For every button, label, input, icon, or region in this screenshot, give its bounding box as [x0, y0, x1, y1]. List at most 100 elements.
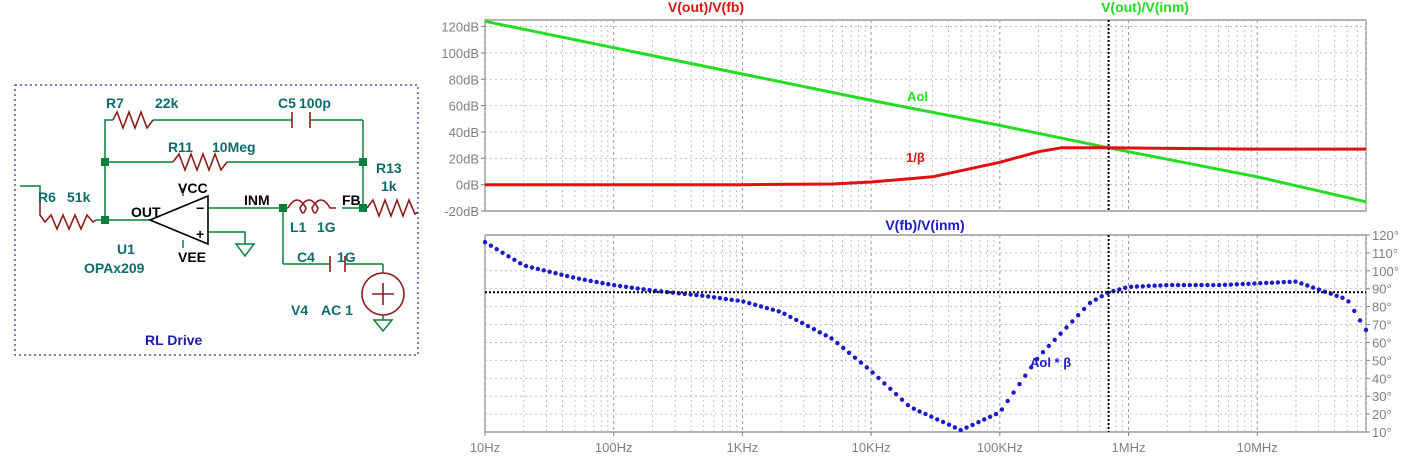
trace-v-out-v-fb-[interactable]: [485, 146, 1366, 187]
phase-tick-label: 110°: [1372, 246, 1398, 261]
trace-point: [776, 309, 781, 314]
trace-point: [870, 370, 875, 375]
trace-point: [1234, 282, 1240, 287]
phase-tick-label: 80°: [1372, 300, 1392, 315]
trace-point: [846, 350, 852, 355]
trace-point: [993, 411, 999, 417]
l1-value: 1G: [317, 219, 336, 235]
trace-point: [1217, 282, 1222, 288]
trace-point: [893, 392, 899, 397]
trace-point: [1134, 284, 1140, 289]
bode-plot[interactable]: 120dB 100dB 80dB 60dB 40dB 20dB 0dB -20dB V(out…: [441, 0, 1398, 455]
trace-point: [547, 269, 552, 274]
trace-point: [647, 287, 652, 293]
trace-point: [1040, 350, 1046, 355]
annotation-aol: Aol: [907, 89, 928, 104]
trace-point: [600, 280, 605, 286]
phase-tick-label: 30°: [1372, 389, 1392, 404]
trace-point: [623, 284, 629, 289]
trace-point: [1123, 285, 1128, 290]
trace-point: [1158, 283, 1163, 288]
trace-point: [1093, 297, 1099, 302]
magnitude-pane[interactable]: 120dB 100dB 80dB 60dB 40dB 20dB 0dB -20dB V(out…: [441, 0, 1367, 219]
freq-tick-label: 10KHz: [852, 440, 891, 455]
phase-tick-label: 20°: [1372, 407, 1392, 422]
trace-title-vfb-vinm[interactable]: V(fb)/V(inm): [885, 217, 964, 233]
trace-point: [1252, 281, 1257, 286]
trace-point: [817, 330, 822, 335]
trace-point: [1064, 325, 1069, 330]
trace-point: [1269, 280, 1275, 285]
l1-ref: L1: [290, 219, 307, 235]
trace-point: [935, 417, 940, 422]
cursors[interactable]: [485, 20, 1366, 432]
trace-point: [1246, 281, 1251, 286]
trace-point: [565, 273, 570, 279]
phase-pane[interactable]: 120°110°100°90°80°70°60°50°40°30°20°10° …: [482, 217, 1399, 440]
r11-value: 10Meg: [212, 139, 256, 155]
trace-point: [1058, 331, 1063, 336]
trace-point: [523, 263, 529, 269]
trace-point: [952, 425, 958, 430]
trace-point: [1146, 283, 1151, 289]
trace-point: [1034, 356, 1040, 362]
trace-point: [1140, 284, 1146, 289]
trace-point: [1340, 295, 1345, 300]
trace-point: [553, 271, 558, 276]
opamp-u1[interactable]: − +: [147, 194, 209, 246]
svg-text:−: −: [196, 200, 204, 216]
trace-point: [1011, 390, 1016, 395]
trace-point: [1363, 327, 1369, 333]
trace-point: [1211, 282, 1216, 288]
source-v4[interactable]: [361, 272, 405, 316]
trace-point: [518, 261, 523, 266]
trace-title-vout-vfb[interactable]: V(out)/V(fb): [668, 0, 744, 15]
trace-title-vout-vinm[interactable]: V(out)/V(inm): [1101, 0, 1189, 15]
trace-point: [1081, 306, 1087, 312]
trace-point: [700, 293, 705, 298]
trace-point: [835, 340, 840, 346]
trace-point: [617, 283, 623, 289]
trace-point: [788, 314, 793, 320]
trace-point: [1099, 294, 1104, 299]
trace-point: [1181, 282, 1187, 288]
trace-point: [494, 247, 499, 252]
schematic: − + R7 22k C5 100p R11 10Meg R13: [14, 84, 419, 356]
r7-value: 22k: [155, 95, 179, 111]
c4-ref: C4: [297, 249, 315, 265]
magnitude-traces: [484, 19, 1367, 204]
trace-point: [588, 278, 593, 284]
trace-point: [711, 295, 717, 300]
c4-value: 1G: [337, 249, 356, 265]
mag-tick-label: 20dB: [449, 151, 479, 166]
trace-v-out-v-inm-[interactable]: [484, 19, 1367, 204]
magnitude-y-axis: 120dB 100dB 80dB 60dB 40dB 20dB 0dB -20dB: [441, 20, 485, 219]
trace-v-fb-v-inm-[interactable]: [482, 240, 1369, 433]
trace-point: [782, 311, 787, 316]
freq-tick-label: 1KHz: [727, 440, 759, 455]
trace-point: [1293, 279, 1298, 284]
trace-point: [841, 345, 846, 351]
phase-tick-label: 120°: [1372, 228, 1399, 243]
trace-point: [999, 407, 1005, 412]
net-out-label: OUT: [131, 204, 161, 220]
freq-tick-label: 100KHz: [977, 440, 1023, 455]
trace-point: [1305, 283, 1310, 288]
r6-body: [39, 200, 97, 232]
trace-point: [764, 305, 770, 311]
trace-point: [1199, 282, 1204, 288]
trace-point: [1334, 293, 1339, 298]
trace-point: [770, 307, 775, 312]
trace-point: [729, 297, 734, 302]
trace-point: [1005, 398, 1010, 404]
v4-ref: V4: [291, 302, 308, 318]
annotation-loop-gain: Aol * β: [1030, 355, 1071, 370]
resistors: [39, 109, 419, 232]
trace-point: [635, 286, 640, 291]
trace-point: [811, 327, 817, 332]
trace-point: [1281, 279, 1287, 285]
trace-point: [747, 301, 752, 306]
trace-point: [823, 333, 828, 338]
r11-body: [172, 151, 228, 173]
